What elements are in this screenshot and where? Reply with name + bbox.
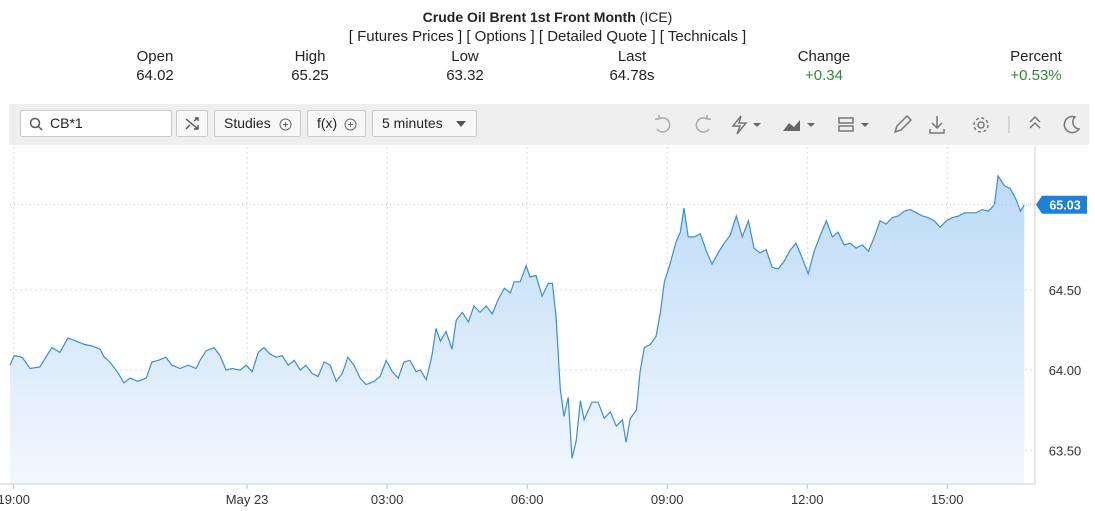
quote-last: Last 64.78s [572,47,692,85]
quote-open: Open 64.02 [95,47,215,85]
search-icon [29,117,43,131]
shuffle-icon [185,117,199,130]
series [9,174,1025,484]
quote-high: High 65.25 [250,47,370,85]
quote-value: +0.34 [805,67,843,84]
instrument-name: Crude Oil Brent 1st Front Month [422,9,636,25]
plus-icon [279,118,292,131]
quote-label: Open [136,48,174,65]
x-tick-label: 03:00 [371,492,404,507]
quote-label: Change [797,48,851,65]
function-button[interactable]: f(x) [307,110,366,137]
x-tick-label: May 23 [226,492,269,507]
quote-low: Low 63.32 [405,47,525,85]
chart: 63.50 64.00 64.50 19:00 May 23 03:00 06:00 09:0… [0,146,1087,507]
link[interactable]: [ Detailed Quote ] [538,28,656,45]
plus-icon [344,118,357,131]
link[interactable]: [ Technicals ] [659,28,747,45]
quote-percent: Percent +0.53% [976,47,1095,85]
x-tick-label: 06:00 [511,492,544,507]
axes: 63.50 64.00 64.50 19:00 May 23 03:00 06:00 09:0… [0,146,1087,507]
quote-change: Change +0.34 [764,47,884,85]
button-label: Studies [224,115,271,131]
toolbar: CB*1 Studies f(x) 5 minutes [9,104,1089,145]
interval-button[interactable]: 5 minutes [372,110,477,137]
x-tick-label: 15:00 [931,492,964,507]
link[interactable]: [ Options ] [466,28,535,45]
quote-value: 64.02 [136,67,174,84]
link[interactable]: [ Futures Prices ] [348,28,463,45]
y-tick-label: 64.00 [1049,363,1082,378]
dropdown-icon [456,121,466,127]
quote-value: 65.25 [291,67,329,84]
x-tick-label: 12:00 [791,492,824,507]
quote-value: +0.53% [1010,67,1062,84]
quote-label: Percent [1010,48,1062,65]
toolbar-icons [655,114,1081,135]
header-title: Crude Oil Brent 1st Front Month (ICE) [0,9,1095,25]
studies-button[interactable]: Studies [214,110,301,137]
header-links: [ Futures Prices ] [ Options ] [ Detaile… [0,28,1095,45]
button-label: f(x) [317,115,338,131]
quote-label: Last [617,48,647,65]
last-value-label: 65.03 [1049,198,1080,212]
quote-label: Low [451,48,479,65]
button-label: 5 minutes [382,115,443,131]
last-value-badge [1036,195,1087,214]
quote-value: 63.32 [446,67,484,84]
line [9,174,1025,459]
x-tick-label: 19:00 [0,492,30,507]
quote-value: 64.78s [609,67,655,84]
symbol: CB*1 [50,115,83,131]
y-tick-label: 64.50 [1049,283,1082,298]
y-tick-label: 63.50 [1049,443,1082,458]
symbol-search[interactable]: CB*1 [20,110,172,137]
x-tick-label: 09:00 [651,492,684,507]
random-button[interactable] [176,110,208,137]
area [10,175,1025,484]
quote-label: High [294,48,326,65]
toolbar-icon-set [655,114,1081,135]
exchange: (ICE) [639,9,673,25]
